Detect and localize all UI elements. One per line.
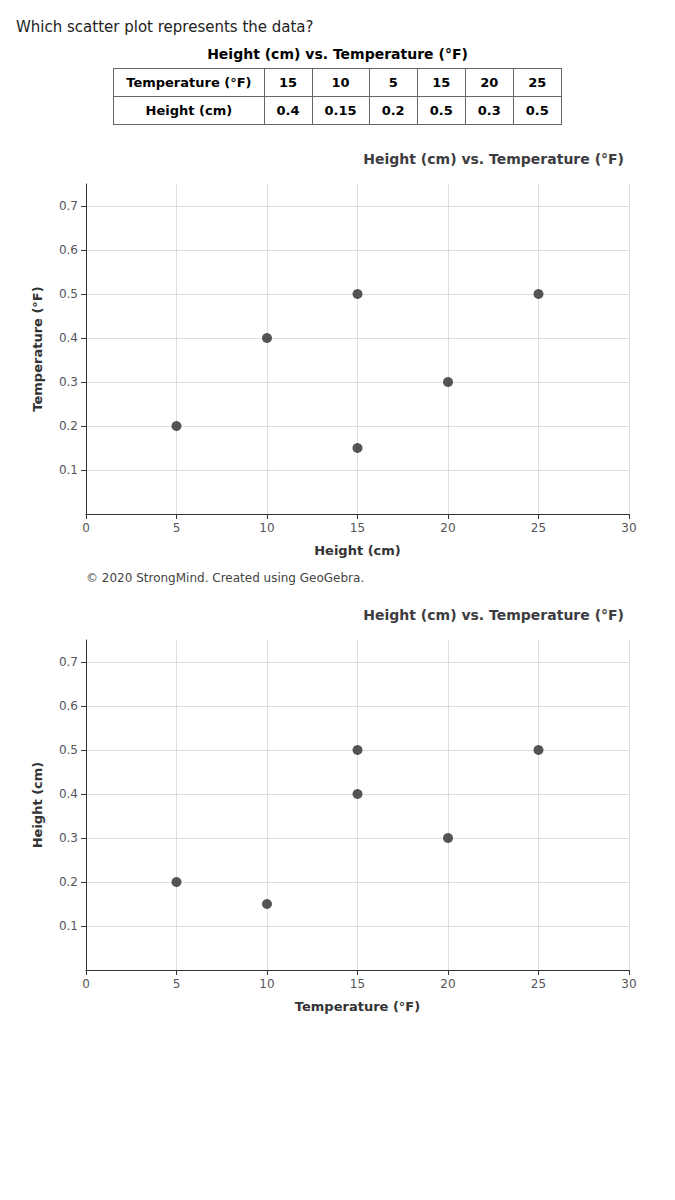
html-text:Which scatter plot represents: Which scatter plot represents the data? xyxy=(16,18,314,36)
svg-text:0.6: 0.6 xyxy=(59,699,78,713)
svg-text:10: 10 xyxy=(259,521,274,535)
svg-text:15: 15 xyxy=(350,977,365,991)
svg-text:0.7: 0.7 xyxy=(59,199,78,213)
svg-text:0.1: 0.1 xyxy=(59,463,78,477)
svg-text:0: 0 xyxy=(82,521,90,535)
html-text:Height (cm): Height (cm) xyxy=(145,103,233,118)
html-text:Height (cm) vs. Temperature (°: Height (cm) vs. Temperature (°F) xyxy=(207,46,468,62)
html-text:0.5: 0.5 xyxy=(525,103,549,118)
html-text:15: 15 xyxy=(279,75,298,90)
svg-text:5: 5 xyxy=(173,521,181,535)
html-text:0.4: 0.4 xyxy=(276,103,300,118)
svg-text:0.7: 0.7 xyxy=(59,655,78,669)
svg-text:0: 0 xyxy=(82,977,90,991)
svg-text:Height (cm) vs. Temperature (°: Height (cm) vs. Temperature (°F) xyxy=(363,607,624,623)
svg-text:0.5: 0.5 xyxy=(59,743,78,757)
html-text:0.2: 0.2 xyxy=(381,103,405,118)
html-text:20: 20 xyxy=(480,75,499,90)
svg-text:Temperature (°F): Temperature (°F) xyxy=(30,286,45,411)
svg-text:20: 20 xyxy=(440,977,455,991)
svg-text:Height (cm) vs. Temperature (°: Height (cm) vs. Temperature (°F) xyxy=(363,151,624,167)
svg-text:Height (cm): Height (cm) xyxy=(30,762,45,849)
svg-text:0.4: 0.4 xyxy=(59,331,78,345)
html-text:0.5: 0.5 xyxy=(429,103,453,118)
html-text:10: 10 xyxy=(331,75,350,90)
svg-text:0.3: 0.3 xyxy=(59,831,78,845)
html-text:Temperature (°F): Temperature (°F) xyxy=(126,75,252,90)
svg-text:15: 15 xyxy=(350,521,365,535)
svg-text:30: 30 xyxy=(621,521,636,535)
svg-text:0.2: 0.2 xyxy=(59,875,78,889)
svg-text:25: 25 xyxy=(531,977,546,991)
html-text:0.3: 0.3 xyxy=(477,103,501,118)
svg-text:0.5: 0.5 xyxy=(59,287,78,301)
html-text:25: 25 xyxy=(528,75,547,90)
svg-text:5: 5 xyxy=(173,977,181,991)
svg-text:30: 30 xyxy=(621,977,636,991)
html-text:15: 15 xyxy=(432,75,451,90)
svg-text:10: 10 xyxy=(259,977,274,991)
svg-text:25: 25 xyxy=(531,521,546,535)
html-text:© 2020 StrongMind. Created usi: © 2020 StrongMind. Created using GeoGebr… xyxy=(86,571,365,585)
html-text:0.15: 0.15 xyxy=(324,103,357,118)
svg-text:0.2: 0.2 xyxy=(59,419,78,433)
svg-text:20: 20 xyxy=(440,521,455,535)
svg-text:0.3: 0.3 xyxy=(59,375,78,389)
svg-text:0.6: 0.6 xyxy=(59,243,78,257)
svg-text:0.4: 0.4 xyxy=(59,787,78,801)
svg-text:0.1: 0.1 xyxy=(59,919,78,933)
html-text:5: 5 xyxy=(388,75,398,90)
svg-text:Temperature (°F): Temperature (°F) xyxy=(295,999,420,1014)
svg-text:Height (cm): Height (cm) xyxy=(314,543,401,558)
